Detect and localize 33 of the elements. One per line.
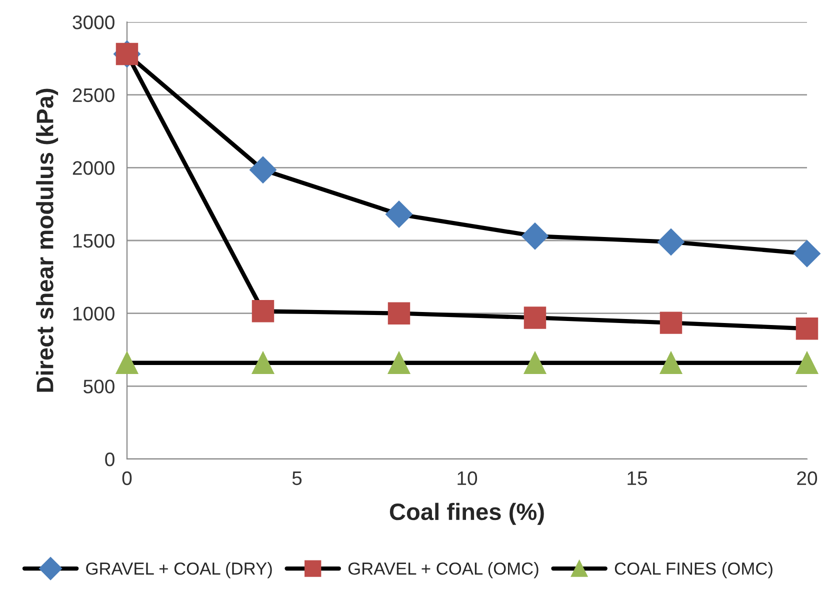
point: [658, 228, 684, 256]
y-tick-label: 3000: [72, 15, 114, 30]
y-tick-label: 1500: [73, 234, 114, 248]
legend-label: COAL FINES (OMC): [614, 562, 772, 578]
point: [660, 352, 682, 374]
point: [388, 302, 410, 324]
point: [250, 156, 276, 184]
y-tick-label: 500: [84, 380, 114, 394]
point: [388, 352, 410, 374]
y-tick-label: 2500: [72, 88, 114, 102]
point: [796, 318, 818, 340]
y-tick-label: 0: [105, 452, 114, 466]
y-tick-label: 2000: [72, 161, 114, 175]
x-tick-label: 0: [122, 471, 132, 486]
point: [386, 200, 412, 228]
point: [796, 352, 818, 374]
legend-label: GRAVEL + COAL (DRY): [86, 562, 272, 578]
x-tick-label: 5: [292, 472, 302, 486]
y-tick-label: 1000: [73, 306, 114, 321]
point: [522, 222, 548, 250]
y-axis-title: Direct shear modulus (kPa): [36, 88, 58, 392]
point: [794, 240, 820, 268]
x-tick-label: 20: [797, 471, 818, 486]
point: [524, 306, 546, 329]
x-tick-label: 15: [628, 472, 647, 486]
point: [660, 312, 682, 334]
x-axis-title: Coal fines (%): [390, 502, 544, 525]
point: [252, 300, 274, 322]
legend-label: GRAVEL + COAL (OMC): [348, 562, 538, 578]
point: [252, 352, 274, 374]
point: [524, 352, 546, 374]
point: [116, 352, 138, 374]
x-tick-label: 10: [458, 471, 478, 486]
